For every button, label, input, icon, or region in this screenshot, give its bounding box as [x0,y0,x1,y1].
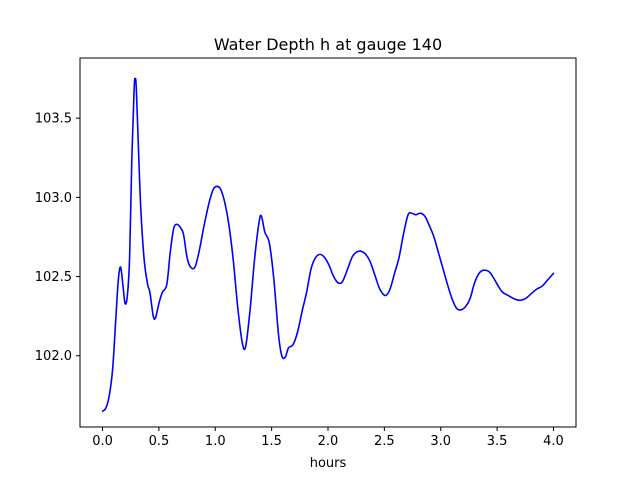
x-tick-label: 1.5 [261,434,282,449]
x-axis-label: hours [310,456,347,471]
x-tick-label: 3.0 [430,434,451,449]
x-tick-label: 4.0 [543,434,564,449]
chart-title: Water Depth h at gauge 140 [214,35,442,54]
y-tick-label: 102.0 [35,349,72,364]
plot-area [101,77,555,412]
x-tick-label: 3.5 [487,434,508,449]
series-line-0 [101,77,555,412]
x-tick-label: 0.0 [92,434,113,449]
x-tick-label: 2.0 [318,434,339,449]
y-tick-label: 103.5 [35,112,72,127]
y-tick-label: 103.0 [35,191,72,206]
x-tick-label: 1.0 [205,434,226,449]
x-tick-label: 0.5 [149,434,170,449]
axis-ticks: 0.0 0.5 1.0 1.5 2.0 2.5 3.0 3.5 4.0 102.0 102.5 103… [35,112,564,449]
y-tick-label: 102.5 [35,270,72,285]
x-tick-label: 2.5 [374,434,395,449]
